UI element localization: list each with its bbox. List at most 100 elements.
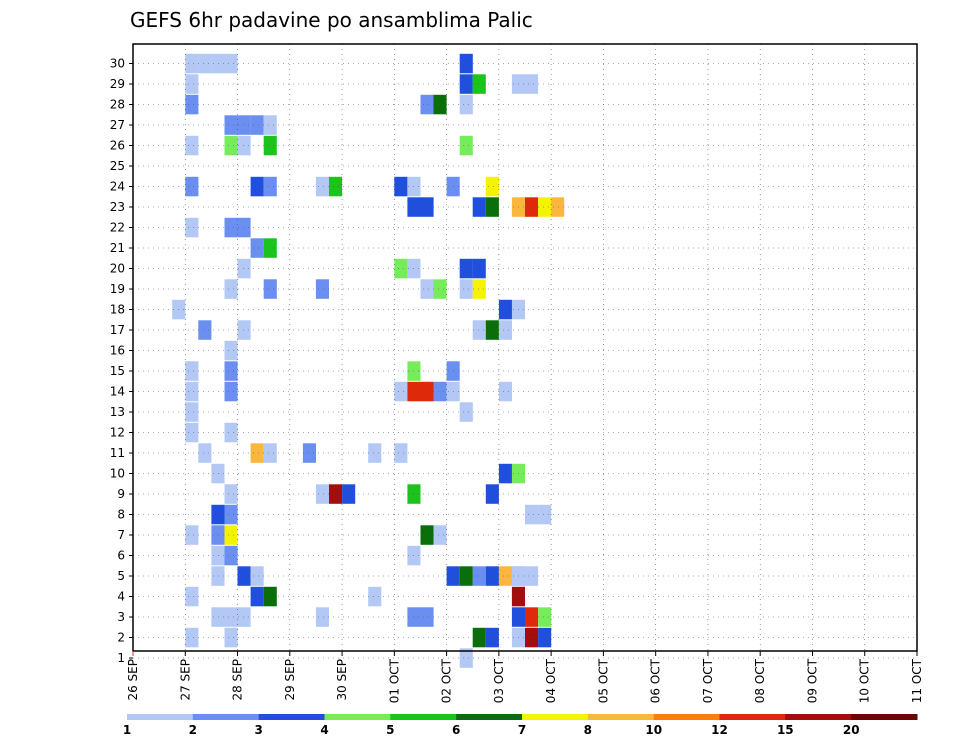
x-tick-label: 29 SEP [283, 659, 297, 701]
y-tick-label: 7 [117, 528, 125, 542]
x-tick-label: 04 OCT [544, 658, 558, 703]
heatmap-cell [459, 258, 473, 279]
colorbar-swatch [258, 714, 325, 720]
heatmap-cell [498, 463, 512, 484]
heatmap-cell [237, 320, 251, 340]
x-tick-label: 02 OCT [440, 658, 454, 703]
heatmap-cell [315, 176, 329, 197]
y-tick-label: 27 [110, 118, 125, 132]
x-tick-label: 10 OCT [858, 658, 872, 703]
heatmap-cell [198, 320, 212, 340]
heatmap-cell [433, 525, 447, 545]
y-tick-label: 5 [117, 569, 125, 583]
y-tick-label: 23 [110, 200, 125, 214]
heatmap-cell [459, 135, 473, 156]
colorbar-swatch [456, 714, 523, 720]
x-tick-label: 05 OCT [596, 658, 610, 703]
y-tick-label: 30 [110, 57, 125, 71]
colorbar-label: 12 [711, 723, 728, 737]
colorbar-label: 4 [320, 723, 328, 737]
heatmap-cell [472, 566, 486, 586]
heatmap-cell [211, 525, 225, 545]
x-axis-ticks: 26 SEP 27 SEP 28 SEP 29 SEP 30 SEP 01 OCT 02 O… [126, 651, 924, 703]
heatmap-cell [459, 53, 473, 74]
heatmap-cell [224, 525, 238, 545]
heatmap-cell [211, 607, 225, 627]
heatmap-cell [420, 525, 434, 545]
heatmap-cell [420, 94, 434, 115]
colorbar-swatch [522, 714, 589, 720]
heatmap-cell [185, 422, 199, 443]
heatmap-cell [394, 443, 408, 463]
heatmap-cell [185, 217, 199, 238]
heatmap-cell [185, 94, 199, 115]
x-tick-label: 26 SEP [126, 659, 140, 701]
heatmap-cell [420, 607, 434, 627]
heatmap-cell [420, 381, 434, 402]
x-tick-label: 28 SEP [231, 659, 245, 701]
heatmap-cell [250, 443, 264, 463]
heatmap-cell [315, 484, 329, 504]
colorbar-swatch [785, 714, 852, 720]
heatmap-cell [394, 258, 408, 279]
heatmap-cell [224, 135, 238, 156]
colorbar-swatch [851, 714, 918, 720]
colorbar-swatch [127, 714, 194, 720]
heatmap-cell [237, 217, 251, 238]
heatmap-cell [498, 566, 512, 586]
heatmap-cell [237, 115, 251, 135]
y-tick-label: 22 [110, 221, 125, 235]
plot-frame [132, 43, 918, 652]
chart-title: GEFS 6hr padavine po ansamblima Palic [130, 8, 533, 32]
heatmap-cell [525, 197, 539, 217]
heatmap-cell [185, 627, 199, 648]
heatmap-cell [250, 586, 264, 607]
heatmap-cell [211, 566, 225, 586]
heatmap-cell [525, 627, 539, 648]
heatmap-cell [237, 258, 251, 279]
heatmap-cell [263, 176, 277, 197]
y-tick-label: 2 [117, 631, 125, 645]
x-tick-label: 03 OCT [492, 658, 506, 703]
heatmap-cell [263, 238, 277, 258]
y-tick-label: 25 [110, 159, 125, 173]
y-tick-label: 13 [110, 405, 125, 419]
y-tick-label: 20 [110, 262, 125, 276]
heatmap-cell [185, 361, 199, 381]
colorbar: 1 2 3 4 5 6 7 8 10 12 15 20 [123, 714, 918, 737]
y-tick-label: 21 [110, 241, 125, 255]
heatmap-cell [459, 74, 473, 94]
x-tick-label: 01 OCT [387, 658, 401, 703]
heatmap-cell [211, 53, 225, 74]
y-tick-label: 9 [117, 487, 125, 501]
x-tick-label: 07 OCT [701, 658, 715, 703]
heatmap-cell [315, 279, 329, 299]
heatmap-cell [485, 484, 499, 504]
heatmap-cell [263, 443, 277, 463]
colorbar-label: 3 [255, 723, 263, 737]
colorbar-label: 15 [777, 723, 794, 737]
heatmap-cell [485, 627, 499, 648]
heatmap-cell [525, 607, 539, 627]
heatmap-cell [185, 381, 199, 402]
y-tick-label: 17 [110, 323, 125, 337]
x-tick-label: 09 OCT [805, 658, 819, 703]
heatmap-cell [263, 586, 277, 607]
heatmap-cell [185, 135, 199, 156]
heatmap-cell [224, 115, 238, 135]
y-tick-label: 3 [117, 610, 125, 624]
heatmap-cell [485, 197, 499, 217]
y-axis-ticks: 1234567891011121314151617181920212223242… [110, 57, 133, 665]
heatmap-cell [185, 402, 199, 422]
heatmap-cell [185, 176, 199, 197]
heatmap-cell [459, 94, 473, 115]
heatmap-cell [185, 53, 199, 74]
heatmap-cell [525, 74, 539, 94]
heatmap-cell [459, 648, 473, 668]
heatmap-cell [329, 484, 343, 504]
x-tick-label: 06 OCT [649, 658, 663, 703]
heatmap-cell [211, 463, 225, 484]
heatmap-cell [250, 238, 264, 258]
heatmap-cell [433, 94, 447, 115]
